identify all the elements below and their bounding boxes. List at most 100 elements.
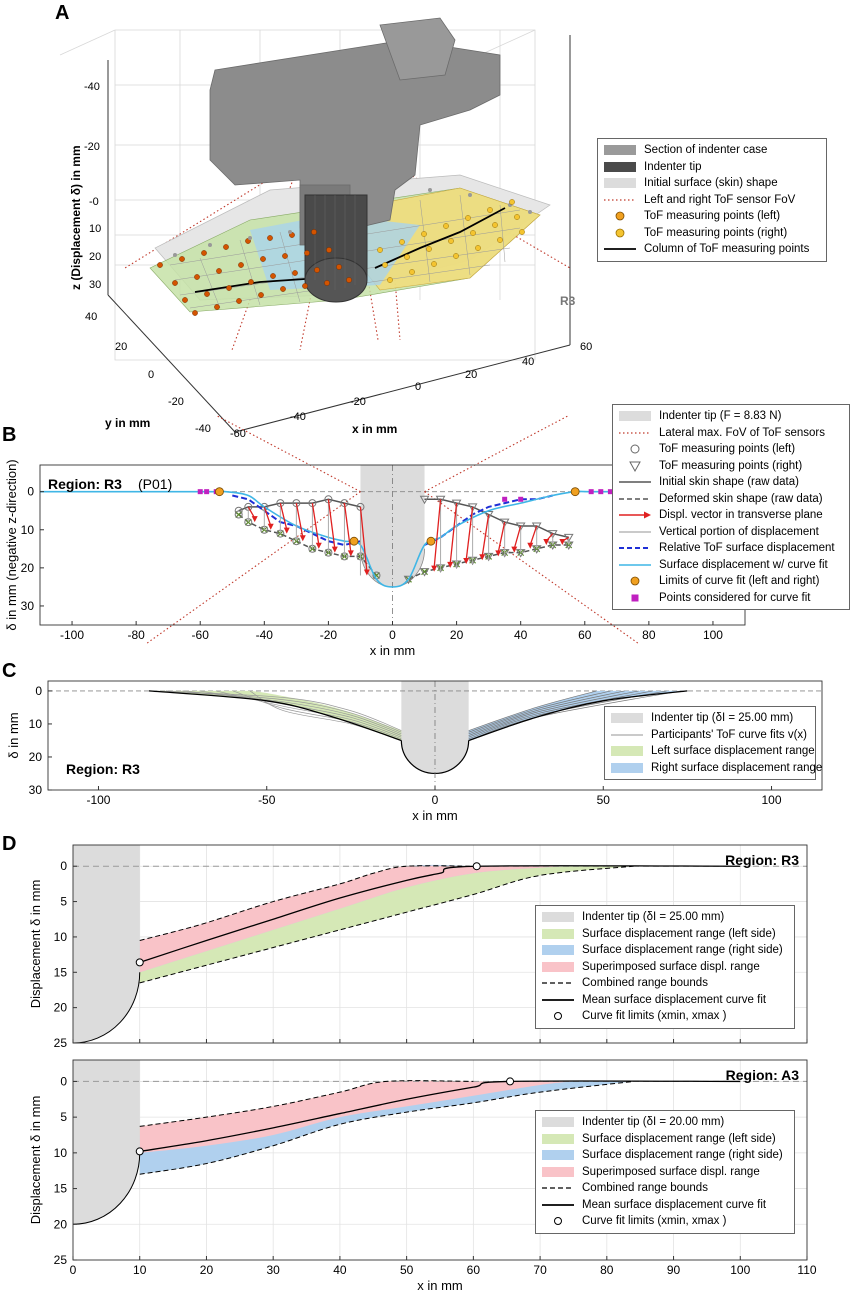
- panel-a-letter: A: [55, 2, 70, 24]
- legend-label: Indenter tip (δI = 25.00 mm): [582, 911, 725, 924]
- tof-point-right: [451, 499, 462, 509]
- legend-label: Deformed skin shape (raw data): [659, 492, 823, 505]
- y-tick-label: 10: [21, 523, 35, 537]
- legend-label: Curve fit limits (xmin, xmax ): [582, 1010, 727, 1023]
- legend-label: Participants' ToF curve fits v(x): [651, 728, 807, 741]
- x-tick: 40: [522, 356, 534, 368]
- displacement-arrowhead: [347, 550, 354, 557]
- displacement-vector: [359, 506, 368, 572]
- y-tick-label: 0: [60, 1074, 67, 1088]
- tof-point-right: [404, 254, 410, 260]
- legend-label: Displ. vector in transverse plane: [659, 509, 823, 522]
- displacement-arrowhead: [299, 535, 306, 542]
- tof-point-left: [223, 244, 229, 250]
- initial-surface-point: [428, 188, 432, 192]
- fit-limit-point: [570, 487, 580, 497]
- y-tick-label: 5: [60, 895, 67, 909]
- initial-surface-point: [468, 193, 472, 197]
- patch-blue-symbol: [609, 761, 645, 775]
- arrow-red-symbol: [617, 508, 653, 522]
- tof-point-right: [515, 522, 526, 531]
- legend-label: Limits of curve fit (left and right): [659, 575, 820, 588]
- square-magenta-symbol: [617, 591, 653, 605]
- legend-label: Surface displacement range (right side): [582, 1149, 783, 1162]
- chart-b-title: Region: R3: [48, 476, 122, 492]
- legend-panel-a: Section of indenter case Indenter tip Init…: [597, 138, 827, 262]
- displacement-vector: [481, 514, 490, 557]
- circle-gray-symbol: [617, 442, 653, 456]
- combined-upper-bound: [139, 865, 474, 941]
- tof-point-right: [387, 277, 393, 283]
- x-tick-label: -20: [320, 628, 338, 642]
- line-black-symbol: [602, 242, 638, 256]
- left-bound: [148, 690, 402, 742]
- x-tick-label: -50: [258, 793, 276, 807]
- curve-fit-limit: [135, 958, 144, 967]
- tof-point-left: [201, 250, 207, 256]
- x-tick-label: 70: [533, 1263, 547, 1277]
- z-tick: -40: [84, 81, 100, 93]
- tof-point-left: [292, 270, 298, 276]
- legend-label: Combined range bounds: [582, 1182, 708, 1195]
- legend-label: Superimposed surface displ. range: [582, 960, 760, 973]
- legend-entry: Indenter tip (δI = 25.00 mm): [540, 909, 788, 926]
- participant-curve: [468, 690, 597, 731]
- circle-black-symbol: [540, 1214, 576, 1228]
- legend-panel-d-a3: Indenter tip (δI = 20.00 mm) Surface disp…: [535, 1110, 795, 1234]
- combined-lower-bound: [139, 865, 634, 984]
- tof-point-right: [399, 239, 405, 245]
- tof-point-right: [487, 207, 493, 213]
- triangle-gray-symbol: [617, 459, 653, 473]
- panel-d-letter: D: [2, 833, 17, 855]
- legend-label: Initial surface (skin) shape: [644, 177, 778, 190]
- legend-entry: Combined range bounds: [540, 1180, 788, 1197]
- x-tick-label: 0: [389, 628, 396, 642]
- considered-point: [588, 489, 594, 495]
- legend-label: ToF measuring points (right): [659, 459, 803, 472]
- legend-entry: Curve fit limits (xmin, xmax ): [540, 1008, 788, 1025]
- y-axis-label: δ in mm (negative z-direction): [4, 459, 19, 630]
- dot-orange-symbol: [617, 574, 653, 588]
- indenter-tip-shape: [401, 681, 469, 774]
- tof-point-left: [302, 283, 308, 289]
- tof-points-right-3d: [377, 199, 525, 283]
- tof-point-left: [311, 229, 317, 235]
- legend-label: Superimposed surface displ. range: [582, 1165, 760, 1178]
- legend-entry: Initial surface (skin) shape: [602, 175, 820, 192]
- tof-point-left: [260, 256, 266, 262]
- considered-point: [607, 489, 613, 495]
- legend-label: Surface displacement w/ curve fit: [659, 558, 828, 571]
- displacement-arrowhead: [315, 542, 322, 549]
- displacement-arrowhead: [431, 565, 438, 572]
- tof-point-right: [421, 231, 427, 237]
- tof-point-left: [192, 310, 198, 316]
- tof-point-left: [204, 291, 210, 297]
- patch-light-symbol: [540, 1115, 576, 1129]
- x-tick-label: -40: [256, 628, 274, 642]
- combined-lower-bound: [139, 1080, 634, 1175]
- x-tick: 60: [580, 341, 592, 353]
- displacement-vector: [529, 525, 538, 546]
- legend-label: Curve fit limits (xmin, xmax ): [582, 1215, 727, 1228]
- panel-a-3d-plot: R3 z (Displacement δ) in mm y in mm x in…: [59, 17, 592, 440]
- x-tick-label: 50: [400, 1263, 414, 1277]
- tof-point-left: [304, 250, 310, 256]
- tof-point-left: [194, 274, 200, 280]
- combined-upper-bound: [139, 1080, 474, 1127]
- legend-entry: Section of indenter case: [602, 142, 820, 159]
- tof-point-left: [282, 253, 288, 259]
- tof-point-right: [431, 261, 437, 267]
- tof-point-left: [236, 298, 242, 304]
- indenter-tip-shape: [73, 845, 140, 1043]
- legend-label: Column of ToF measuring points: [644, 243, 810, 256]
- dashed-gray-symbol: [617, 492, 653, 506]
- x-tick-label: 40: [333, 1263, 347, 1277]
- tof-point-left: [280, 286, 286, 292]
- indenter-tip-outline: [72, 972, 141, 1044]
- tof-point-left: [179, 256, 185, 262]
- legend-label: Indenter tip (F = 8.83 N): [659, 410, 782, 423]
- line-cyan-symbol: [617, 558, 653, 572]
- displacement-arrowhead: [463, 558, 470, 565]
- considered-point: [197, 489, 203, 495]
- displacement-arrowhead: [495, 550, 502, 557]
